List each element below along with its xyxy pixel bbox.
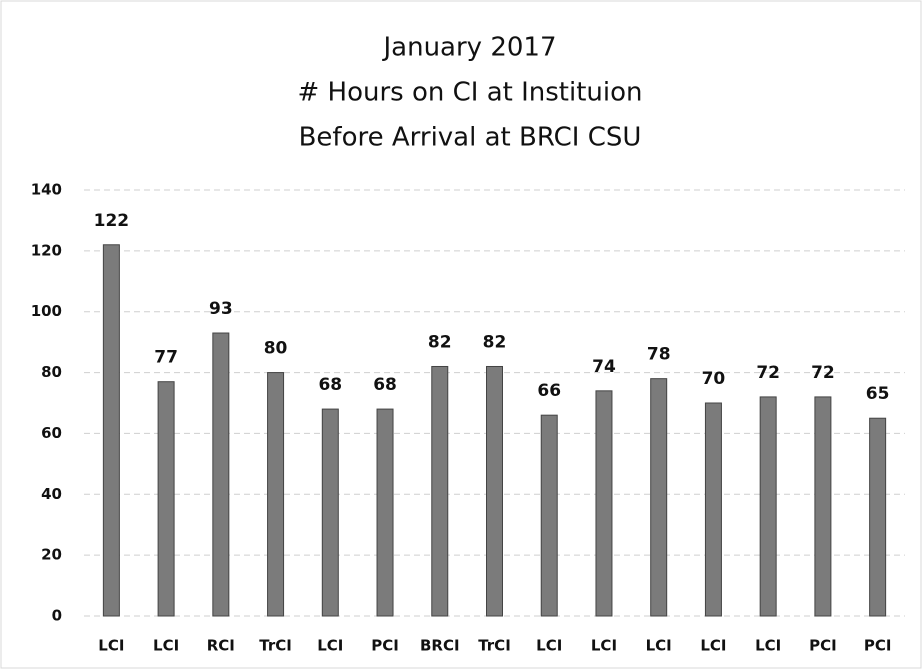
y-tick-label: 40 xyxy=(41,485,62,503)
bar xyxy=(321,408,339,617)
data-label: 68 xyxy=(373,375,397,395)
y-tick-label: 140 xyxy=(31,181,62,199)
x-tick-label: LCI xyxy=(98,637,124,655)
x-tick-label: LCI xyxy=(646,637,672,655)
y-tick-label: 120 xyxy=(31,241,62,259)
data-label: 66 xyxy=(537,381,561,401)
x-tick-label: LCI xyxy=(317,637,343,655)
data-label: 70 xyxy=(702,369,726,389)
x-tick-label: PCI xyxy=(809,637,837,655)
data-label: 72 xyxy=(811,363,835,383)
bar xyxy=(267,372,285,617)
x-tick-label: LCI xyxy=(591,637,617,655)
bar xyxy=(212,332,230,617)
x-tick-label: LCI xyxy=(700,637,726,655)
x-tick-label: TrCI xyxy=(259,637,292,655)
bar xyxy=(704,402,722,617)
data-label: 77 xyxy=(154,348,178,368)
bar xyxy=(376,408,394,617)
x-tick-label: BRCI xyxy=(420,637,460,655)
data-label: 82 xyxy=(428,332,452,352)
y-tick-label: 100 xyxy=(31,302,62,320)
y-tick-label: 0 xyxy=(52,607,62,625)
x-tick-label: TrCI xyxy=(478,637,511,655)
data-label: 122 xyxy=(94,211,130,231)
bar xyxy=(486,365,503,617)
bar xyxy=(650,378,668,617)
x-tick-label: PCI xyxy=(371,637,399,655)
bar xyxy=(157,381,175,617)
bar xyxy=(814,396,832,617)
bar xyxy=(102,244,120,617)
data-label: 93 xyxy=(209,299,233,319)
data-label: 72 xyxy=(756,363,780,383)
x-tick-label: RCI xyxy=(207,637,235,655)
y-tick-label: 80 xyxy=(41,363,62,381)
chart-title: January 2017 xyxy=(382,33,557,63)
x-tick-label: LCI xyxy=(153,637,179,655)
bar xyxy=(540,414,558,617)
x-tick-label: LCI xyxy=(755,637,781,655)
x-tick-label: PCI xyxy=(864,637,892,655)
data-label: 82 xyxy=(483,332,507,352)
bar xyxy=(431,365,449,617)
y-tick-label: 60 xyxy=(41,424,62,442)
data-label: 74 xyxy=(592,357,616,377)
x-tick-label: LCI xyxy=(536,637,562,655)
data-label: 78 xyxy=(647,345,671,365)
data-label: 68 xyxy=(318,375,342,395)
chart-title: Before Arrival at BRCI CSU xyxy=(299,123,642,153)
bar xyxy=(595,390,613,617)
data-label: 80 xyxy=(264,339,288,359)
y-tick-label: 20 xyxy=(41,546,62,564)
chart-title: # Hours on CI at Instituion xyxy=(297,78,642,108)
data-label: 65 xyxy=(866,384,890,404)
bar xyxy=(869,417,887,617)
bar xyxy=(759,396,777,617)
